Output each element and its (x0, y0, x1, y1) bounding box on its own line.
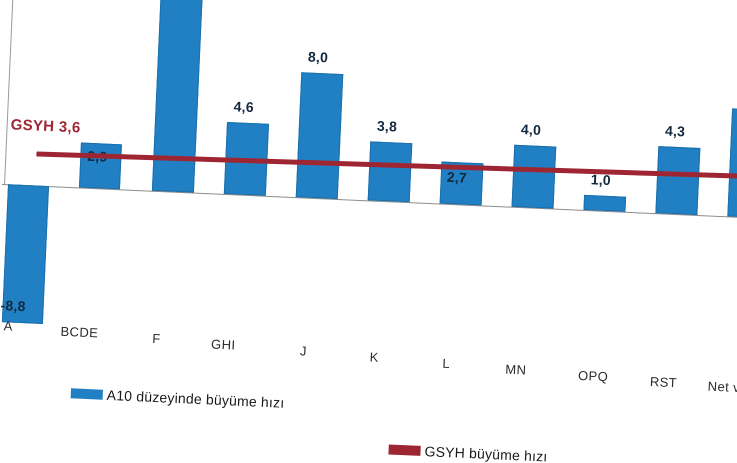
cat-label-net: Net ve (707, 378, 737, 396)
bar-f[interactable] (151, 0, 205, 193)
cat-label-a: A (3, 318, 14, 334)
bar-label-j: 8,0 (307, 48, 329, 66)
y-axis-line (4, 0, 16, 186)
cat-label-j: J (299, 343, 308, 359)
bar-mn[interactable] (511, 144, 557, 209)
legend-swatch-blue (70, 388, 103, 400)
bar-net[interactable] (727, 108, 737, 219)
cat-label-rst: RST (649, 374, 678, 391)
bar-label-ghi: 4,6 (233, 98, 255, 116)
bar-label-mn: 4,0 (520, 121, 542, 138)
bar-rst[interactable] (655, 146, 701, 215)
bar-label-a: -8,8 (0, 297, 26, 315)
bar-label-l: 2,7 (446, 168, 468, 186)
bar-j[interactable] (295, 72, 344, 199)
bar-opq[interactable] (583, 194, 627, 212)
legend-label-a10: A10 düzeyinde büyüme hızı (106, 386, 285, 411)
cat-label-mn: MN (504, 361, 527, 378)
legend-label-gsyh: GSYH büyüme hızı (424, 443, 548, 463)
bar-label-rst: 4,3 (664, 122, 686, 140)
cat-label-bcde: BCDE (60, 323, 99, 341)
cat-label-ghi: GHI (210, 336, 236, 353)
cat-label-l: L (442, 355, 451, 372)
bar-label-k: 3,8 (376, 117, 398, 135)
legend-item-a10[interactable]: A10 düzeyinde büyüme hızı (70, 385, 285, 411)
cat-label-f: F (151, 330, 161, 347)
cat-label-opq: OPQ (577, 367, 609, 385)
legend-item-gsyh[interactable]: GSYH büyüme hızı (388, 441, 548, 463)
legend-swatch-red (388, 444, 421, 456)
bar-k[interactable] (367, 141, 413, 203)
cat-label-k: K (369, 349, 380, 365)
gsyh-trend-label: GSYH 3,6 (10, 116, 81, 137)
